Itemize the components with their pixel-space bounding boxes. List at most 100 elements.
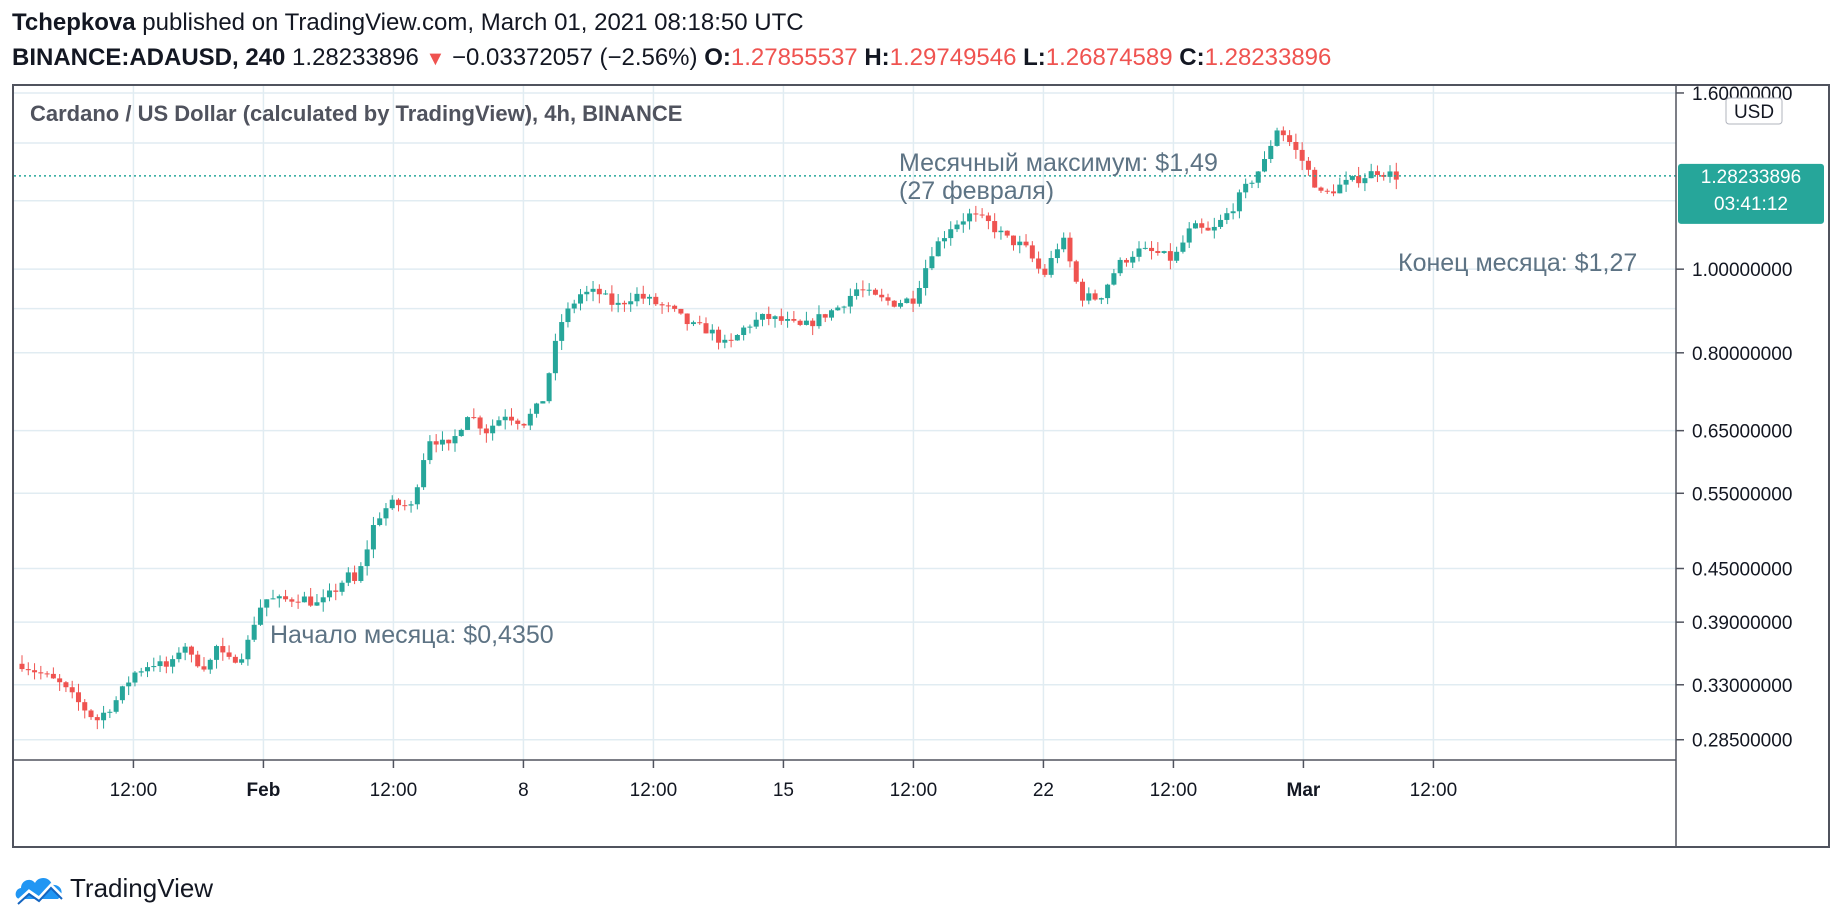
candle-body [478, 417, 483, 428]
candle-body [264, 599, 269, 607]
candle [785, 312, 790, 328]
candle-body [89, 710, 94, 717]
candle-body [132, 673, 137, 683]
candle-body [628, 301, 633, 304]
candle [1024, 234, 1029, 247]
candle-body [1287, 135, 1292, 142]
candle-body [879, 295, 884, 298]
candle-body [1067, 238, 1072, 262]
footer: TradingView [12, 868, 213, 908]
candle [1149, 241, 1154, 259]
candle-body [38, 672, 43, 673]
candle [1356, 167, 1361, 188]
candle-body [189, 647, 194, 655]
candle [478, 416, 483, 435]
candle [227, 645, 232, 659]
time-tick-label: 12:00 [630, 780, 678, 801]
candle-body [641, 294, 646, 299]
candle-body [835, 308, 840, 311]
candle [107, 709, 112, 718]
candle [1061, 232, 1066, 252]
candle-body [383, 508, 388, 518]
time-axis[interactable]: 12:00 Feb 12:00 8 12:00 15 12:00 22 12:00 Mar 12:0… [110, 760, 1458, 801]
close-label: C: [1179, 44, 1204, 71]
candle-body [277, 596, 282, 598]
candle-body [321, 597, 326, 602]
candle-body [452, 436, 457, 443]
price-tick-label: 0.80000000 [1692, 344, 1792, 365]
candle [773, 315, 778, 327]
candle [289, 597, 294, 607]
candle-body [471, 417, 476, 418]
tradingview-brand[interactable]: TradingView [70, 873, 213, 904]
last-price: 1.28233896 [292, 44, 419, 71]
candle [1212, 218, 1217, 239]
candle-body [446, 440, 451, 444]
candle [1099, 298, 1104, 304]
candle [885, 294, 890, 306]
candle [490, 419, 495, 440]
candle-body [980, 215, 985, 216]
candle-body [1268, 146, 1273, 159]
candle-body [490, 426, 495, 434]
candle-body [1162, 251, 1167, 253]
candle [1206, 221, 1211, 230]
candle [151, 658, 156, 672]
candle [1093, 290, 1098, 301]
candle-body [1143, 248, 1148, 249]
tradingview-cloud-icon[interactable] [12, 871, 66, 905]
candle-body [95, 717, 100, 720]
candle [158, 655, 163, 672]
candle-body [114, 700, 119, 712]
candle-body [1011, 236, 1016, 246]
candle [760, 313, 765, 326]
candle [729, 333, 734, 347]
author-name[interactable]: Tchepkova [12, 9, 136, 36]
candle-body [804, 321, 809, 325]
candle-body [107, 712, 112, 713]
candle [89, 709, 94, 720]
candle-body [942, 238, 947, 241]
candle-body [653, 297, 658, 304]
candle [264, 599, 269, 616]
candle-body [32, 670, 37, 672]
candle-body [434, 441, 439, 444]
candle [879, 289, 884, 302]
price-chart[interactable]: 1.600000001.000000000.800000000.65000000… [14, 86, 1828, 846]
candle [402, 500, 407, 510]
grid [14, 86, 1676, 760]
candle-body [101, 713, 106, 721]
candle [38, 666, 43, 679]
candle-body [302, 596, 307, 602]
candle-body [816, 314, 821, 326]
candle [672, 305, 677, 312]
candle-body [528, 414, 533, 426]
time-tick-label: Feb [247, 780, 281, 801]
candle-body [1318, 188, 1323, 191]
candle [1086, 287, 1091, 304]
candle [446, 439, 451, 450]
candle [434, 434, 439, 452]
candle-body [791, 319, 796, 321]
candle [1136, 241, 1141, 261]
bar-countdown: 03:41:12 [1714, 194, 1788, 215]
annotation-month-start: Начало месяца: $0,4350 [270, 621, 554, 649]
candle [1130, 251, 1135, 268]
candle-body [76, 692, 81, 702]
ohlc-legend: BINANCE:ADAUSD, 240 1.28233896 ▼ −0.0337… [12, 43, 1331, 74]
usd-button[interactable]: USD [1726, 98, 1782, 124]
candle-body [1174, 252, 1179, 261]
candles [20, 126, 1399, 729]
candle [1256, 171, 1261, 188]
candle-body [195, 655, 200, 667]
candle [296, 595, 301, 609]
candle-body [998, 231, 1003, 232]
candle [616, 294, 621, 312]
candle-body [1030, 245, 1035, 258]
candle-body [948, 229, 953, 238]
candle [1281, 126, 1286, 141]
candle-body [829, 310, 834, 317]
time-tick-label: 8 [518, 780, 529, 801]
candle-body [1124, 260, 1129, 263]
candle-body [1256, 171, 1261, 182]
